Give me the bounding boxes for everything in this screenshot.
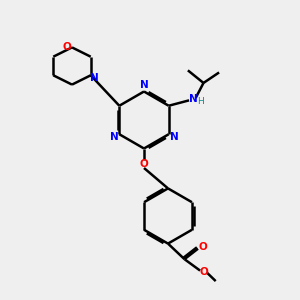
Text: H: H: [197, 97, 204, 106]
Text: N: N: [140, 80, 148, 90]
Text: O: O: [139, 159, 148, 170]
Text: N: N: [110, 132, 118, 142]
Text: O: O: [62, 42, 71, 52]
Text: N: N: [189, 94, 198, 104]
Text: N: N: [170, 132, 178, 142]
Text: O: O: [198, 242, 207, 252]
Text: N: N: [90, 73, 99, 83]
Text: O: O: [199, 267, 208, 277]
